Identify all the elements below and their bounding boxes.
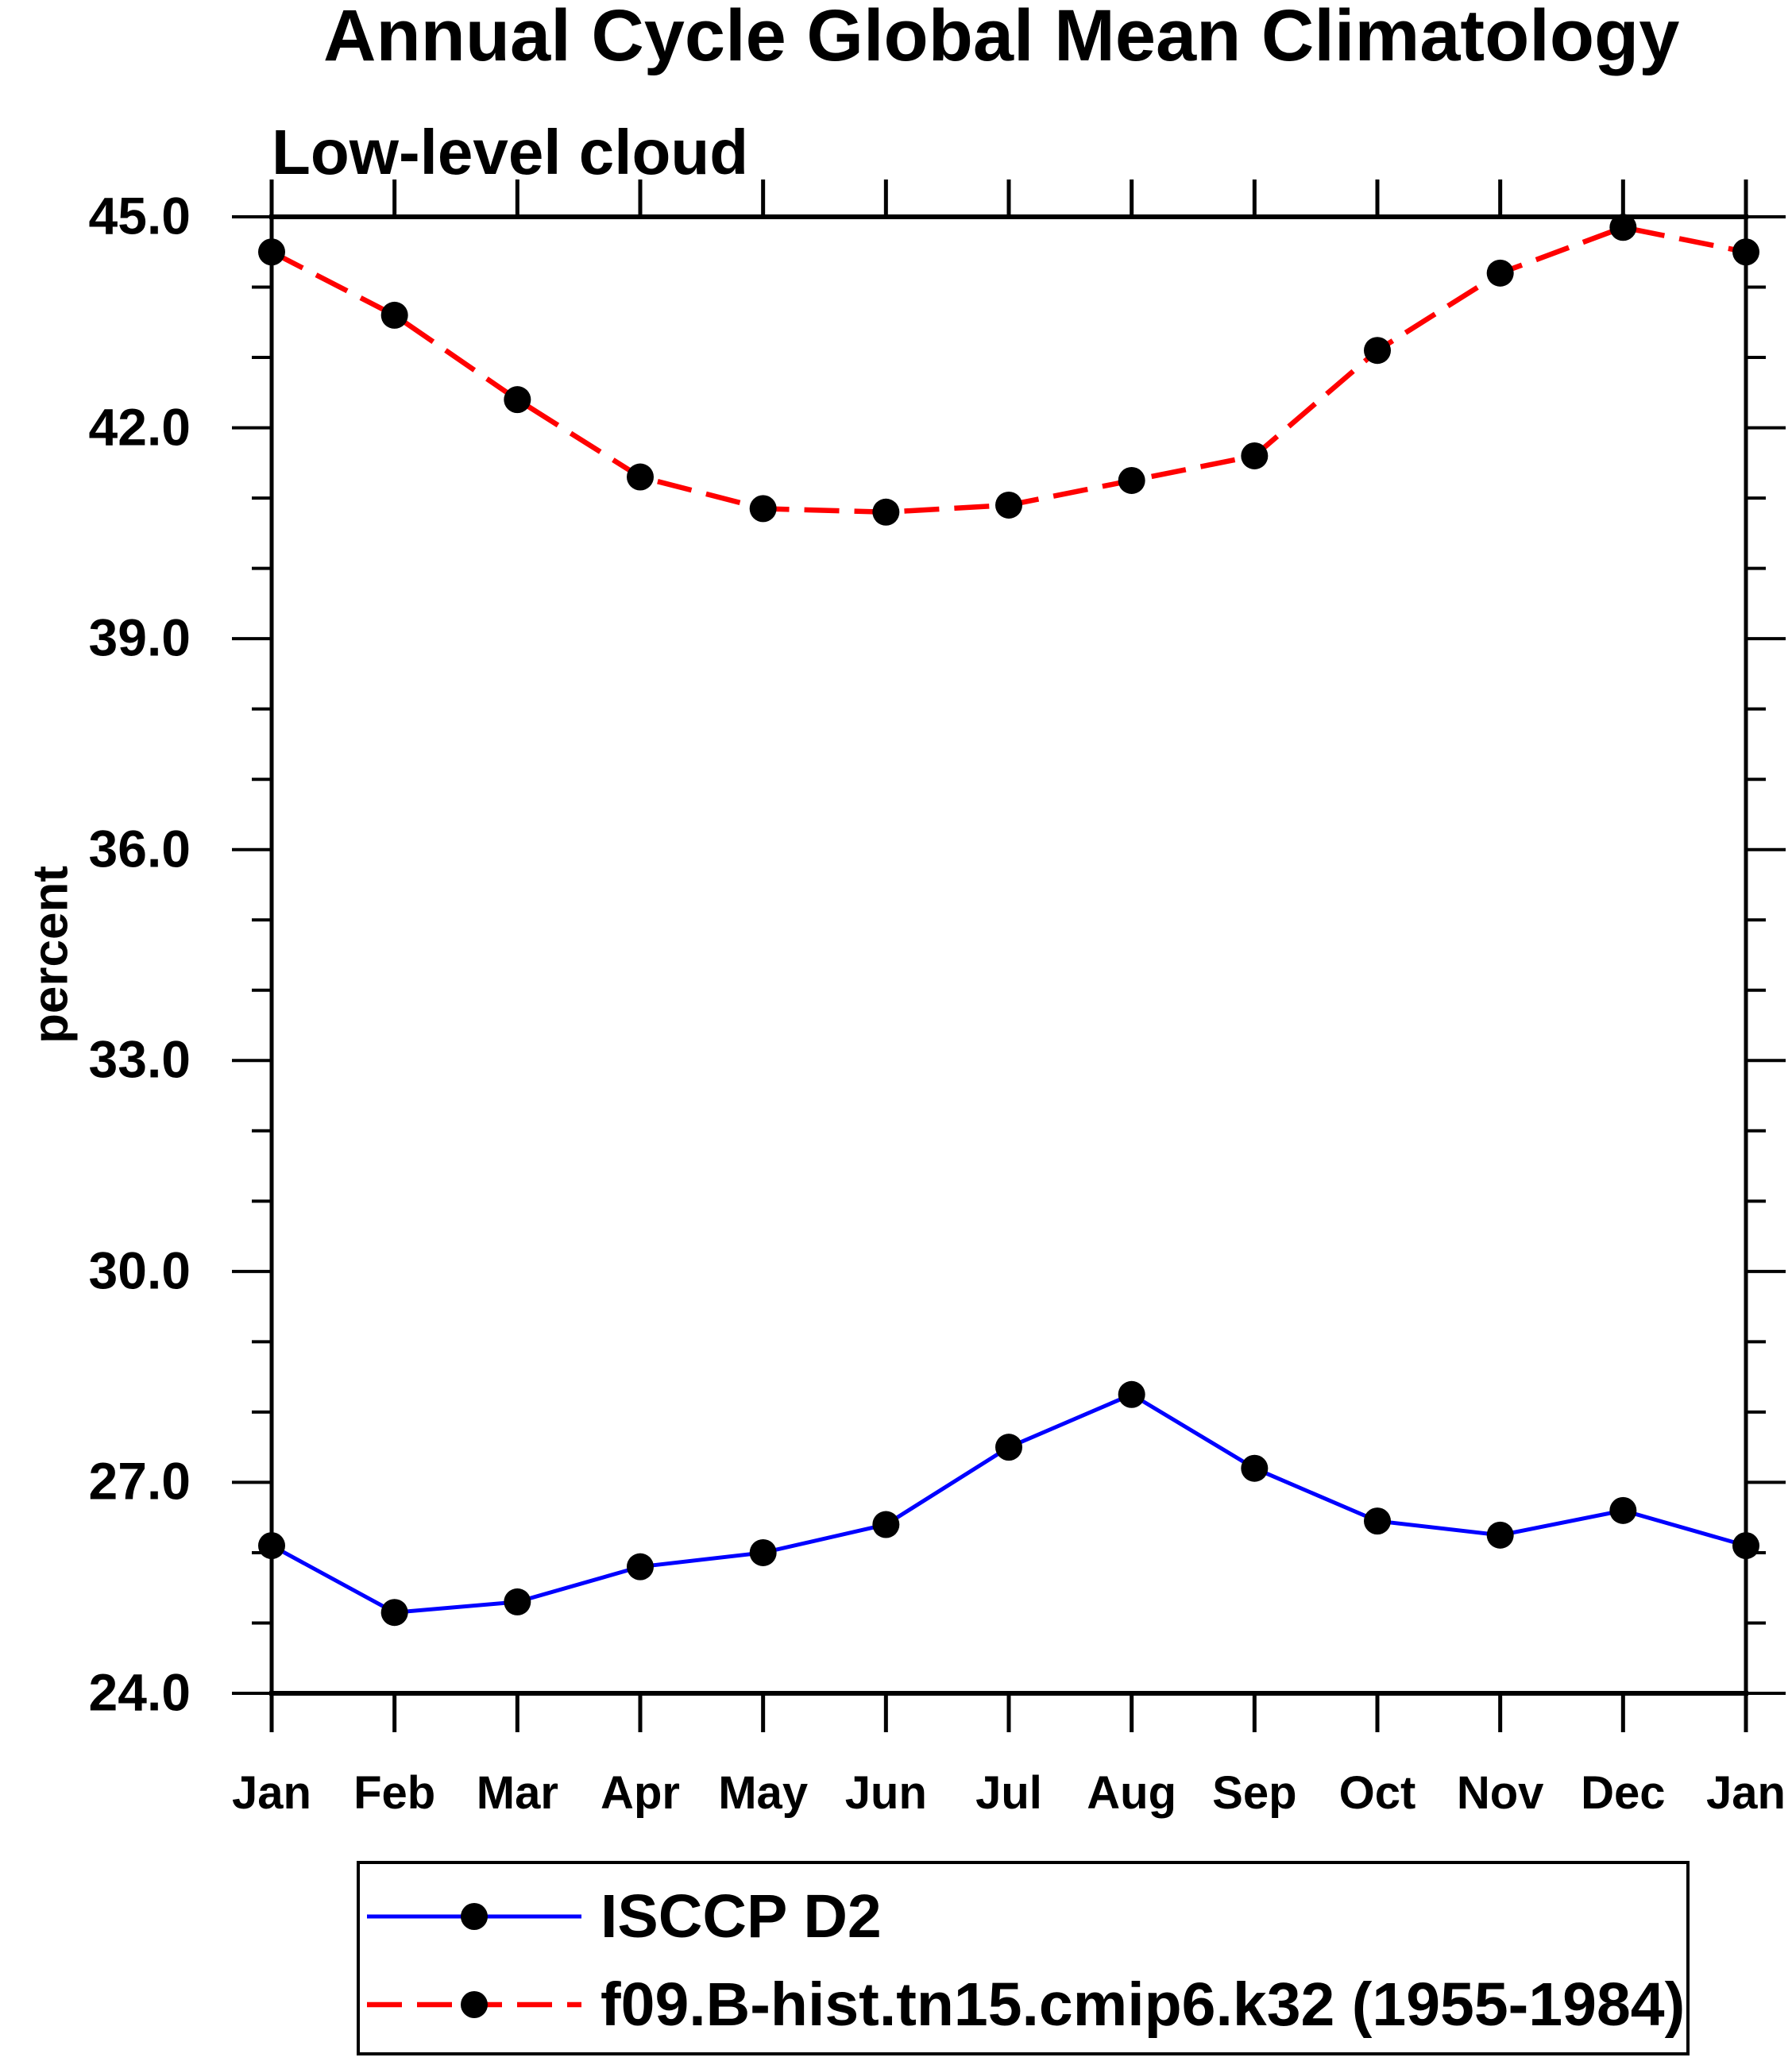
data-point-marker <box>749 495 777 523</box>
y-tick-label: 39.0 <box>88 608 191 667</box>
data-point-marker <box>749 1538 777 1566</box>
data-point-marker <box>995 1434 1022 1461</box>
x-tick-label: Jan <box>1706 1767 1786 1819</box>
data-point-marker <box>1486 259 1514 287</box>
y-tick-label: 30.0 <box>88 1241 191 1300</box>
x-tick-label: Jul <box>975 1767 1042 1819</box>
x-tick-label: Nov <box>1456 1767 1544 1819</box>
data-point-marker <box>380 301 408 329</box>
data-point-marker <box>872 1511 900 1538</box>
data-point-marker <box>1732 1532 1759 1560</box>
legend-item-isccp: ISCCP D2 <box>362 1882 882 1951</box>
legend <box>357 1861 1690 2055</box>
x-tick-label: Jan <box>232 1767 311 1819</box>
legend-marker-dot <box>461 1991 488 2018</box>
y-tick-label: 42.0 <box>88 397 191 457</box>
data-point-marker <box>995 491 1022 519</box>
y-tick-label: 36.0 <box>88 819 191 878</box>
legend-line-sample-dashed <box>367 1991 581 2018</box>
y-axis-title: percent <box>23 866 79 1044</box>
x-tick-label: Apr <box>601 1767 680 1819</box>
y-tick-label: 27.0 <box>88 1451 191 1511</box>
data-point-marker <box>1609 1496 1637 1524</box>
data-point-marker <box>1118 1380 1145 1408</box>
legend-label-model: f09.B-hist.tn15.cmip6.k32 (1955-1984) <box>601 1970 1686 2039</box>
chart-subtitle: Low-level cloud <box>272 117 749 187</box>
y-tick-label: 24.0 <box>88 1662 191 1722</box>
legend-marker-dot <box>461 1903 488 1930</box>
data-point-marker <box>627 1553 654 1581</box>
data-point-marker <box>1732 238 1759 266</box>
x-tick-label: Mar <box>476 1767 558 1819</box>
data-point-marker <box>504 386 531 414</box>
data-point-marker <box>258 1532 285 1560</box>
chart-title: Annual Cycle Global Mean Climatology <box>323 0 1680 76</box>
data-point-marker <box>1609 214 1637 241</box>
data-point-marker <box>1241 1454 1269 1482</box>
data-point-marker <box>1364 337 1391 365</box>
x-tick-label: Dec <box>1581 1767 1666 1819</box>
x-tick-label: Aug <box>1087 1767 1177 1819</box>
series-line-0 <box>270 1391 1747 1615</box>
legend-line-sample-solid <box>367 1903 581 1930</box>
legend-item-model: f09.B-hist.tn15.cmip6.k32 (1955-1984) <box>362 1970 1686 2039</box>
x-tick-label: Sep <box>1212 1767 1297 1819</box>
data-point-marker <box>380 1599 408 1627</box>
data-point-marker <box>1118 466 1145 494</box>
data-point-marker <box>258 238 285 266</box>
y-tick-label: 33.0 <box>88 1029 191 1089</box>
y-tick-label: 45.0 <box>88 186 191 245</box>
x-tick-label: Oct <box>1338 1767 1416 1819</box>
x-tick-label: May <box>718 1767 809 1819</box>
data-point-marker <box>1241 442 1269 469</box>
series-line-1 <box>270 224 1747 515</box>
data-point-marker <box>872 498 900 526</box>
data-point-marker <box>627 463 654 491</box>
legend-label-isccp: ISCCP D2 <box>601 1882 882 1951</box>
x-tick-label: Jun <box>844 1767 927 1819</box>
data-point-marker <box>1364 1507 1391 1535</box>
data-point-marker <box>1486 1521 1514 1549</box>
data-point-marker <box>504 1588 531 1615</box>
x-tick-label: Feb <box>353 1767 436 1819</box>
